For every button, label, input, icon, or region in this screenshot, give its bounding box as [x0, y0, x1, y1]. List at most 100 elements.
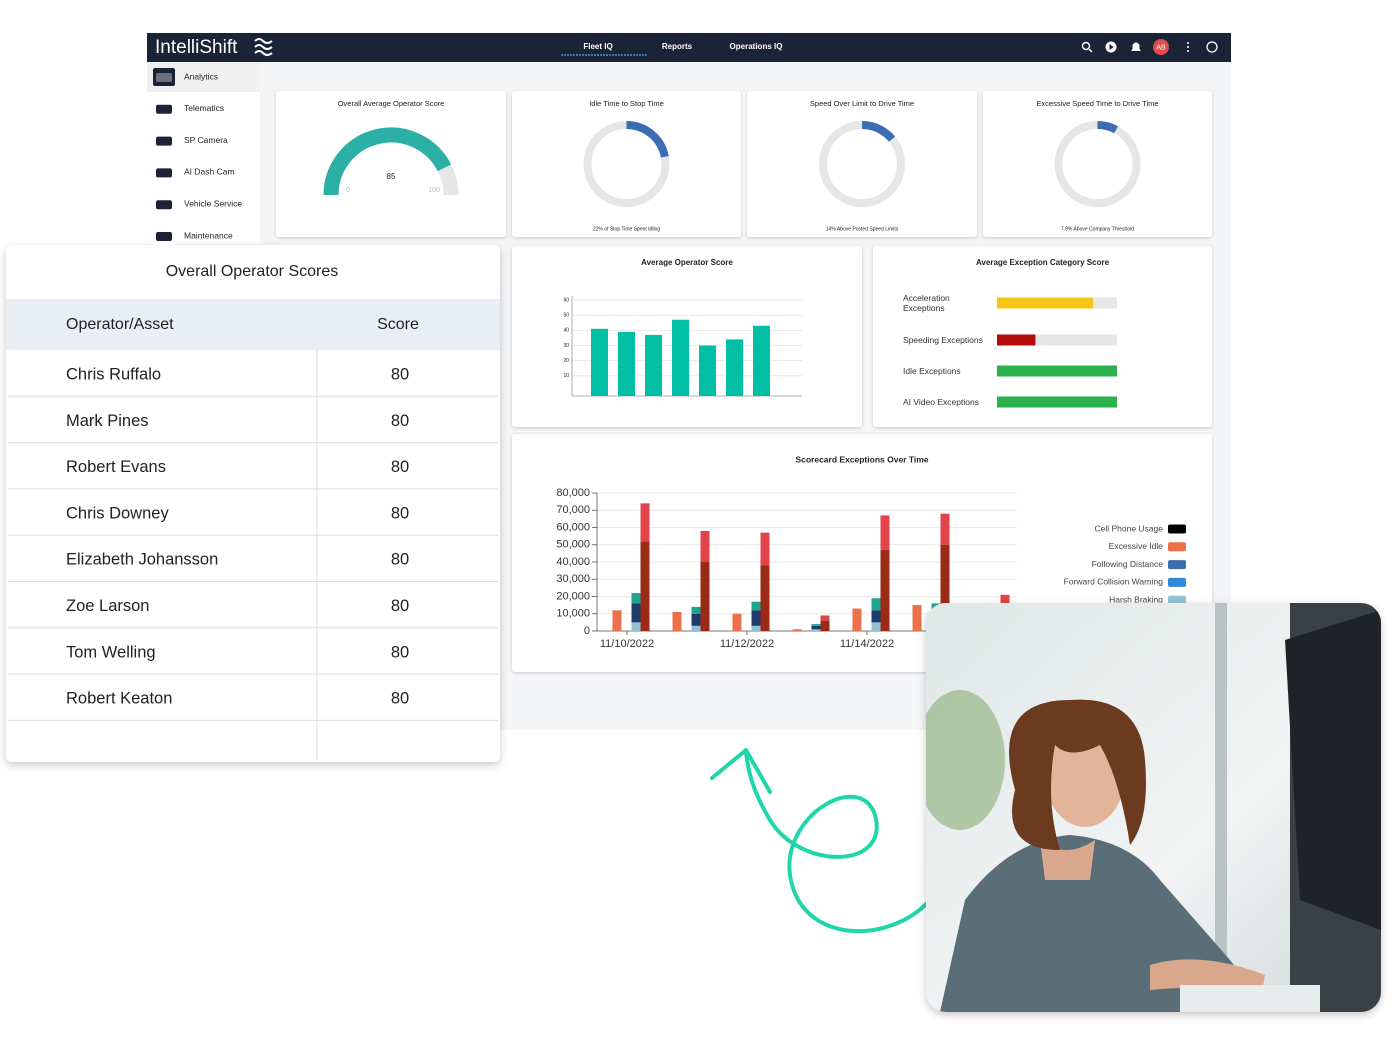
- operator-name: Chris Ruffalo: [66, 366, 161, 384]
- sidebar-item[interactable]: Telematics: [184, 103, 224, 113]
- curly-arrow: [710, 748, 932, 934]
- search-icon-handle: [1088, 48, 1093, 53]
- nav-tab[interactable]: Operations IQ: [730, 42, 783, 51]
- card-title: Average Operator Score: [641, 258, 733, 267]
- bar: [997, 334, 1036, 346]
- bar-segment: [631, 622, 641, 631]
- bar-segment: [631, 603, 641, 623]
- legend-swatch: [1168, 524, 1186, 534]
- bar-segment: [811, 629, 821, 631]
- table-card: [6, 245, 500, 762]
- category-label: Acceleration Exceptions: [903, 293, 950, 313]
- operator-score: 80: [391, 597, 409, 615]
- y-tick-label: 10,000: [556, 608, 590, 620]
- top-nav: [147, 33, 1231, 62]
- legend-swatch: [1168, 595, 1186, 605]
- sidebar-item[interactable]: Analytics: [184, 71, 218, 81]
- sidebar-icon-glyph: [156, 136, 172, 146]
- operator-score: 80: [391, 690, 409, 708]
- bell-icon[interactable]: [1131, 42, 1141, 52]
- bar: [645, 334, 662, 396]
- operator-score: 80: [391, 458, 409, 476]
- x-tick-label: 11/14/2022: [840, 638, 894, 650]
- y-tick-label: 30: [563, 343, 569, 349]
- column-header: Score: [377, 316, 419, 333]
- category-label-box: AI Video Exceptions: [903, 397, 979, 407]
- category-label-box: Acceleration Exceptions: [903, 293, 950, 313]
- table-header-row: [6, 299, 500, 350]
- gauge-max: 100: [428, 187, 440, 194]
- bar-segment: [871, 610, 881, 623]
- bar-segment: [940, 544, 950, 631]
- card-title: Average Exception Category Score: [976, 258, 1110, 267]
- sidebar: [147, 62, 260, 244]
- search-icon[interactable]: [1081, 41, 1091, 51]
- card: [276, 91, 506, 237]
- menu-dot[interactable]: [1187, 50, 1189, 52]
- bar-segment: [880, 549, 890, 631]
- sidebar-item[interactable]: AI Dash Cam: [184, 167, 235, 177]
- card-title: Excessive Speed Time to Drive Time: [1036, 99, 1158, 108]
- donut-caption: 14% Above Posted Speed Limits: [826, 226, 899, 232]
- bar-segment: [700, 562, 710, 631]
- legend-swatch: [1168, 542, 1186, 552]
- card-title: Idle Time to Stop Time: [589, 99, 664, 108]
- operator-name: Tom Welling: [66, 643, 156, 661]
- bar: [726, 339, 743, 396]
- menu-dot: [1187, 42, 1189, 44]
- legend-label: Forward Collision Warning: [1064, 577, 1164, 587]
- sidebar-item[interactable]: Maintenance: [184, 230, 233, 240]
- donut-caption: 7.9% Above Company Threshold: [1061, 226, 1134, 232]
- bar: [672, 319, 689, 396]
- card: [747, 91, 977, 237]
- bar-segment: [852, 608, 862, 631]
- sidebar-icon-glyph: [156, 232, 172, 241]
- legend-swatch: [1168, 560, 1186, 570]
- operator-name: Mark Pines: [66, 412, 149, 430]
- bar: [753, 325, 770, 396]
- play-glyph: [1109, 44, 1114, 50]
- legend-label: Harsh Braking: [1109, 594, 1163, 604]
- bar-segment: [691, 625, 701, 631]
- bar-segment: [751, 601, 761, 611]
- gauge-value: 85: [387, 172, 396, 181]
- operator-name: Zoe Larson: [66, 597, 149, 615]
- bar-segment: [912, 605, 922, 631]
- card-title: Scorecard Exceptions Over Time: [795, 454, 928, 464]
- y-tick-label: 0: [584, 625, 590, 637]
- gauge-min: 0: [346, 187, 350, 194]
- nav-tab[interactable]: Reports: [662, 42, 693, 51]
- brand: IntelliShift: [155, 37, 238, 58]
- bar-segment: [871, 622, 881, 631]
- category-label: Speeding Exceptions: [903, 335, 983, 345]
- brand-logo: [254, 38, 273, 56]
- y-tick-label: 20: [563, 358, 569, 364]
- bar-segment: [760, 565, 770, 631]
- nav-tab[interactable]: Fleet IQ: [583, 42, 612, 51]
- neck: [1040, 840, 1095, 880]
- operator-name: Robert Keaton: [66, 690, 172, 708]
- sidebar-icon: [153, 68, 175, 86]
- card: [983, 91, 1212, 237]
- avatar-initials: AB: [1156, 44, 1166, 51]
- gauge-value-arc: [323, 127, 452, 196]
- monitor: [1285, 610, 1381, 930]
- bar-segment: [751, 610, 761, 626]
- sidebar-item[interactable]: SP Camera: [184, 135, 228, 145]
- menu-dot: [1187, 46, 1189, 48]
- bar-segment: [820, 620, 830, 631]
- donut-arc: [1097, 121, 1118, 134]
- help-icon[interactable]: [1206, 41, 1218, 53]
- sidebar-icon-glyph: [156, 73, 172, 82]
- legend-label: Cell Phone Usage: [1094, 523, 1163, 533]
- avatar[interactable]: [1153, 39, 1169, 55]
- bar-segment: [640, 541, 650, 631]
- bar-segment: [700, 530, 710, 562]
- card-title: Overall Average Operator Score: [338, 99, 445, 108]
- bar-track: [997, 334, 1117, 346]
- sidebar-item[interactable]: Vehicle Service: [184, 198, 242, 208]
- plant: [926, 690, 1005, 830]
- bar-segment: [940, 513, 950, 545]
- y-tick-label: 40,000: [556, 556, 590, 568]
